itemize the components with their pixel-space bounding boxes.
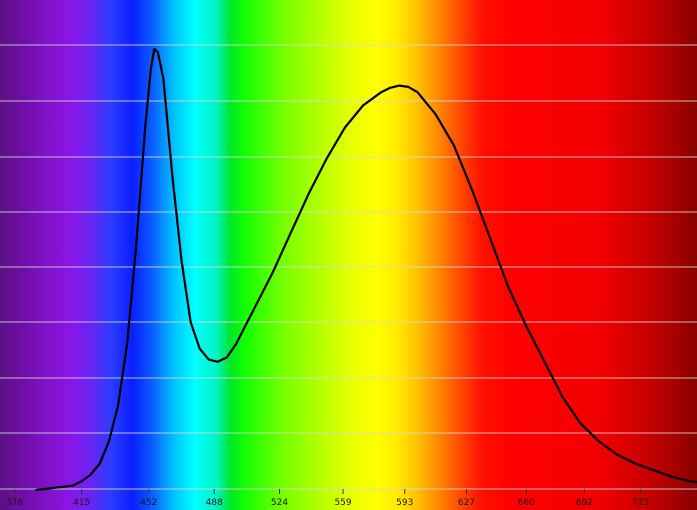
series-layer (35, 47, 697, 492)
x-tick-label: 692 (576, 498, 593, 508)
x-tick-label: 488 (206, 498, 223, 508)
x-tick-label: 593 (396, 498, 413, 508)
x-tick-label: 378 (6, 498, 23, 508)
x-tick-label: 415 (73, 498, 90, 508)
grid-layer (0, 44, 697, 490)
x-axis-ticks: 378 415 452 488 524 559 593 627 660 692 723 (6, 489, 649, 508)
x-tick-label: 660 (518, 498, 535, 508)
series-line-0 (35, 47, 697, 492)
x-tick-label: 723 (632, 498, 649, 508)
x-tick-label: 627 (458, 498, 475, 508)
x-tick-label: 559 (334, 498, 351, 508)
x-tick-label: 452 (140, 498, 157, 508)
x-tick-label: 524 (271, 498, 288, 508)
